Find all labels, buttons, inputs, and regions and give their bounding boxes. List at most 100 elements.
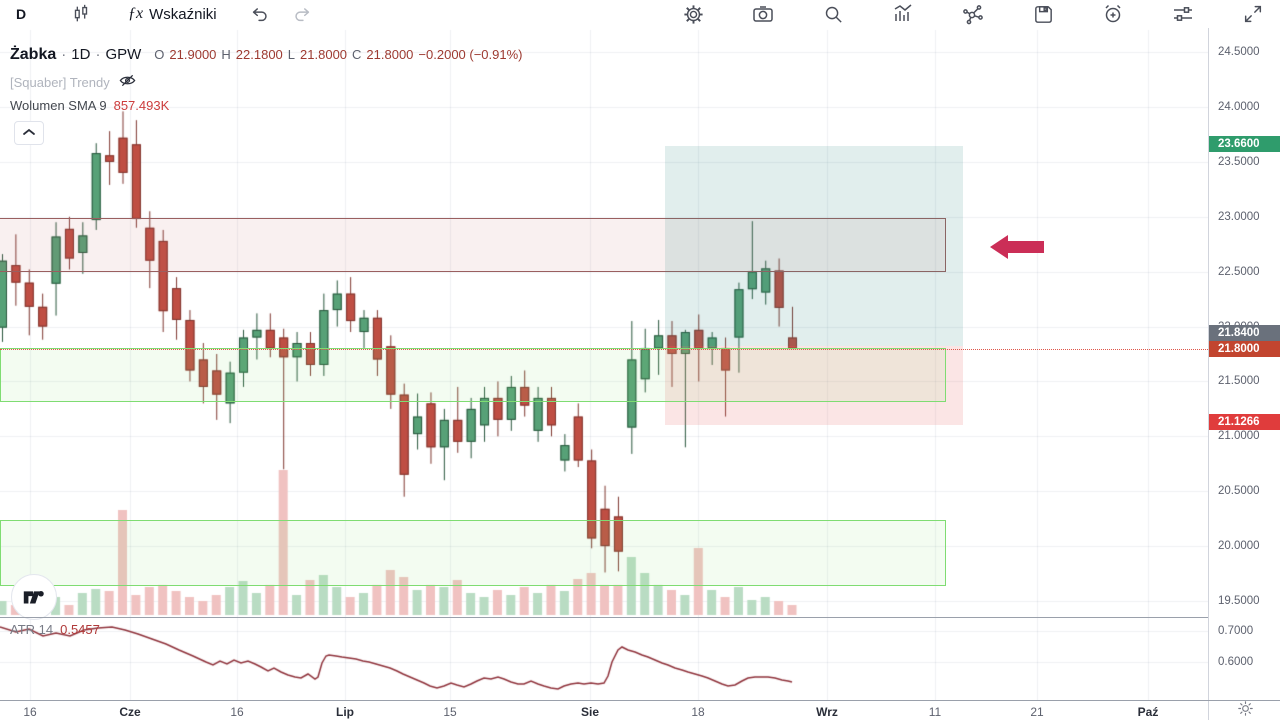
price-tick: 21.0000 [1218,430,1260,443]
collapse-legend-button[interactable] [14,121,44,145]
time-tick: 15 [443,705,457,719]
atr-legend[interactable]: ATR 14 0.5457 [10,622,100,637]
axis-settings-corner[interactable] [1208,701,1280,720]
high-value: 22.1800 [235,47,283,62]
indicators-button[interactable]: ƒx Wskaźniki [122,1,223,27]
symbol-legend[interactable]: Żabka · 1D · GPW O 21.9000 H 22.1800 L 21.8… [10,46,523,64]
study-legend[interactable]: [Squaber] Trendy [10,71,137,93]
time-tick: Paź [1137,705,1159,719]
gear-icon [682,3,705,26]
chart-properties-button[interactable] [1162,1,1204,27]
time-tick: Sie [580,705,600,719]
time-tick: Lip [336,705,354,719]
settings-button[interactable] [672,1,714,27]
study-title: [Squaber] Trendy [10,74,110,90]
function-icon: ƒx [128,5,144,22]
undo-icon [249,3,271,25]
time-tick: 21 [1030,705,1044,719]
volume-value: 857.493K [113,98,170,113]
time-axis[interactable]: 16 Cze 16 Lip 15 Sie 18 Wrz 11 21 Paź [0,700,1280,720]
time-tick: Wrz [816,705,838,719]
camera-icon [751,2,775,26]
search-button[interactable] [812,1,854,27]
close-value: 21.8000 [366,47,414,62]
price-tick: 24.0000 [1218,100,1260,113]
support-zone-upper[interactable] [0,347,946,403]
open-label: O [154,47,165,62]
legend-interval: 1D [71,46,91,63]
position-loss-box[interactable] [665,345,963,425]
chevron-up-icon [22,124,36,142]
price-chart-canvas[interactable] [0,0,1208,700]
atr-value: 0.5457 [60,622,100,637]
price-tick: 23.0000 [1218,210,1260,223]
price-tick: 21.5000 [1218,375,1260,388]
indicators-label: Wskaźniki [149,5,217,23]
entry-price-badge: 21.8400 [1209,325,1280,341]
arrow-head [990,235,1008,259]
low-value: 21.8000 [300,47,348,62]
change-value: −0.2000 (−0.91%) [418,47,523,62]
chart-style-button[interactable] [60,1,102,27]
time-tick: 18 [691,705,705,719]
last-price-badge: 21.8000 [1209,341,1280,357]
last-price-line [0,349,1208,350]
redo-button[interactable] [281,1,323,27]
left-arrow-annotation[interactable] [990,235,1046,259]
object-tree-button[interactable] [882,1,924,27]
top-toolbar: D ƒx Wskaźniki [0,0,1280,28]
symbol-name: Żabka [10,46,57,63]
stop-price-badge: 21.1266 [1209,414,1280,430]
snapshot-button[interactable] [742,1,784,27]
save-button[interactable] [1022,1,1064,27]
price-tick: 19.5000 [1218,595,1260,607]
time-tick: 11 [928,705,942,719]
price-tick: 23.5000 [1218,155,1260,168]
price-tick: 20.0000 [1218,540,1260,553]
close-label: C [352,47,362,62]
search-icon [822,3,845,26]
floppy-icon [1032,3,1055,26]
price-tick: 22.5000 [1218,265,1260,278]
interval-button[interactable]: D [15,6,27,22]
price-axis[interactable]: 24.500024.000023.500023.000022.500022.00… [1208,0,1280,700]
support-zone-lower[interactable] [0,519,946,586]
chart-pane[interactable]: Żabka · 1D · GPW O 21.9000 H 22.1800 L 21.8… [0,0,1208,700]
volume-legend[interactable]: Wolumen SMA 9 857.493K [10,98,169,113]
undo-button[interactable] [239,1,281,27]
fullscreen-button[interactable] [1232,1,1274,27]
pane-separator-main-atr[interactable] [0,617,1280,618]
connections-button[interactable] [952,1,994,27]
candles-icon [70,3,92,25]
position-profit-box[interactable] [665,145,963,346]
atr-tick: 0.7000 [1218,625,1254,637]
open-value: 21.9000 [169,47,217,62]
tradingview-logo[interactable] [11,574,57,620]
toolbar-left-group: D ƒx Wskaźniki [0,0,323,28]
eye-slash-icon[interactable] [118,71,137,93]
resistance-zone-rectangle[interactable] [0,218,946,272]
low-label: L [287,47,296,62]
separator: · [95,46,101,63]
high-label: H [221,47,231,62]
time-tick: 16 [230,705,244,719]
time-tick: 16 [23,705,37,719]
legend-exchange: GPW [105,46,142,63]
atr-tick: 0.6000 [1218,656,1254,668]
sliders-icon [1171,2,1195,26]
node-graph-icon [961,2,985,26]
separator: · [61,46,67,63]
redo-icon [291,3,313,25]
volume-title: Wolumen SMA 9 [10,98,107,113]
fullscreen-icon [1242,3,1264,25]
bar-chart-icon [891,2,915,26]
atr-title: ATR 14 [10,622,54,637]
target-price-badge: 23.6600 [1209,136,1280,152]
alert-button[interactable] [1092,1,1134,27]
sun-icon [1237,700,1254,720]
arrow-shaft [1006,241,1044,253]
price-tick: 24.5000 [1218,46,1260,59]
toolbar-right-group [672,0,1274,28]
price-tick: 20.5000 [1218,485,1260,498]
